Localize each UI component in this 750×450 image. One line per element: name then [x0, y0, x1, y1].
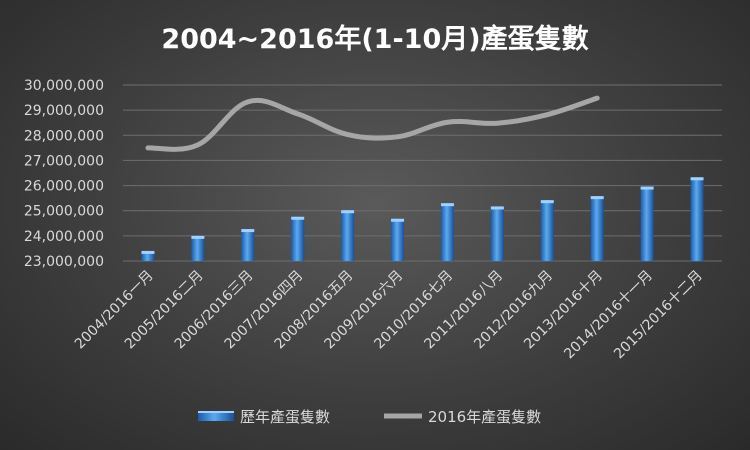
y-tick-label: 23,000,000	[24, 254, 104, 270]
bar-cap	[440, 203, 454, 207]
bar	[141, 250, 155, 261]
bar-cap	[341, 210, 355, 214]
chart-title: 2004~2016年(1-10月)產蛋隻數	[161, 23, 588, 55]
bar-cap	[191, 235, 205, 239]
gridlines	[123, 84, 722, 262]
x-tick-label: 2014/2016十一月	[561, 268, 656, 363]
bar	[440, 203, 454, 261]
y-tick-label: 25,000,000	[24, 204, 104, 220]
y-tick-label: 29,000,000	[24, 103, 104, 119]
legend: 歷年產蛋隻數 2016年產蛋隻數	[198, 408, 541, 426]
bar	[490, 206, 504, 261]
y-axis-ticks: 23,000,000 24,000,000 25,000,000 26,000,000…	[24, 78, 104, 270]
y-tick-label: 28,000,000	[24, 128, 104, 144]
bar-cap	[391, 218, 405, 222]
legend-bar-swatch	[198, 411, 234, 421]
bar	[191, 235, 205, 261]
bar	[291, 216, 305, 261]
y-tick-label: 26,000,000	[24, 179, 104, 195]
bar	[590, 196, 604, 261]
legend-label-line: 2016年產蛋隻數	[428, 408, 541, 426]
bar-cap	[490, 206, 504, 210]
y-tick-label: 24,000,000	[24, 229, 104, 245]
bar	[640, 186, 654, 261]
bar-cap	[241, 229, 255, 233]
bar-cap	[690, 177, 704, 181]
line-series	[145, 95, 600, 152]
line-series-path	[145, 95, 600, 152]
x-axis-ticks: 2004/2016一月2005/2016二月2006/2016三月2007/20…	[72, 268, 706, 363]
bar	[540, 200, 554, 261]
bar-cap	[291, 216, 305, 220]
bar	[690, 177, 704, 261]
bar-cap	[540, 200, 554, 204]
legend-bar-swatch-cap	[198, 411, 234, 413]
legend-label-bars: 歷年產蛋隻數	[240, 408, 330, 426]
bar-cap	[590, 196, 604, 200]
y-tick-label: 30,000,000	[24, 78, 104, 94]
bar-cap	[640, 186, 654, 190]
bar	[391, 218, 405, 261]
y-tick-label: 27,000,000	[24, 153, 104, 169]
bar-cap	[141, 250, 155, 254]
bar	[341, 210, 355, 261]
bar	[241, 229, 255, 261]
x-tick-label: 2015/2016十二月	[611, 268, 706, 363]
bar-series	[141, 177, 704, 261]
